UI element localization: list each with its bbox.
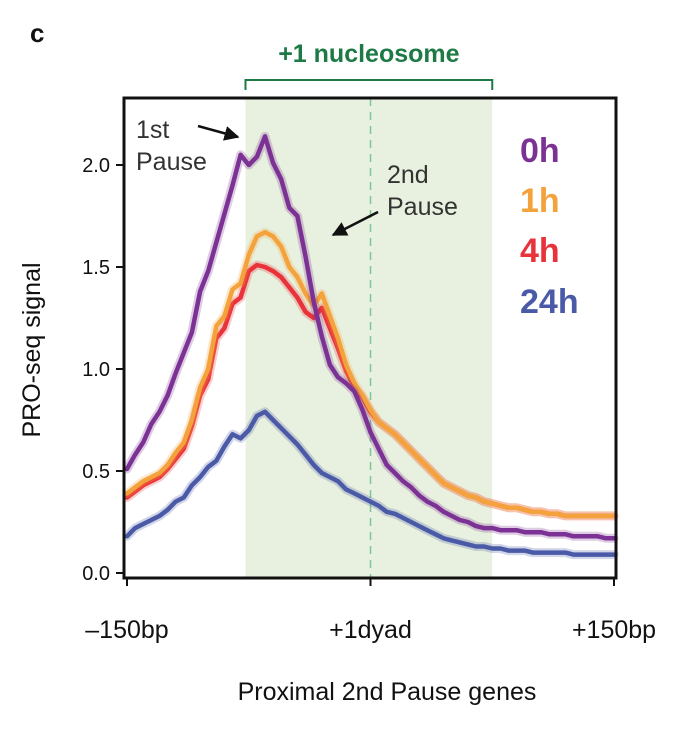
- nucleosome-region: [245, 98, 493, 578]
- region-label: +1 nucleosome: [278, 40, 459, 68]
- y-axis-label: PRO-seq signal: [18, 262, 46, 437]
- series-line-0h: [124, 134, 617, 541]
- x-axis-label: Proximal 2nd Pause genes: [238, 678, 537, 706]
- legend-entry-1h: 1h: [520, 182, 560, 220]
- legend-entry-24h: 24h: [520, 283, 579, 321]
- legend-entry-4h: 4h: [520, 232, 560, 270]
- annotation-1st-line2: Pause: [136, 148, 207, 176]
- annotation-2nd-line1: 2nd: [387, 161, 429, 189]
- x-tick-label: –150bp: [85, 616, 168, 644]
- legend-entry-0h: 0h: [520, 132, 560, 170]
- plot-area: +1 nucleosome 0.0 0.5 1.0 1.5 2.0 –150bp +1dyad…: [18, 40, 656, 706]
- y-tick-label: 0.0: [82, 563, 110, 585]
- x-tick-label: +150bp: [572, 616, 656, 644]
- y-tick-label: 2.0: [82, 155, 110, 177]
- annotation-2nd-arrow: [331, 210, 379, 237]
- x-tick-label: +1dyad: [329, 616, 412, 644]
- annotation-1st-arrow: [197, 124, 240, 141]
- annotation-1st-line1: 1st: [136, 116, 169, 144]
- panel-label: c: [30, 18, 44, 48]
- y-tick-label: 1.5: [82, 257, 110, 279]
- series-line-1h: [124, 230, 617, 519]
- region-bracket: [244, 79, 494, 90]
- annotation-2nd-line2: Pause: [387, 193, 458, 221]
- series-line-24h: [124, 409, 617, 557]
- y-tick-label: 0.5: [82, 461, 110, 483]
- y-tick-label: 1.0: [82, 359, 110, 381]
